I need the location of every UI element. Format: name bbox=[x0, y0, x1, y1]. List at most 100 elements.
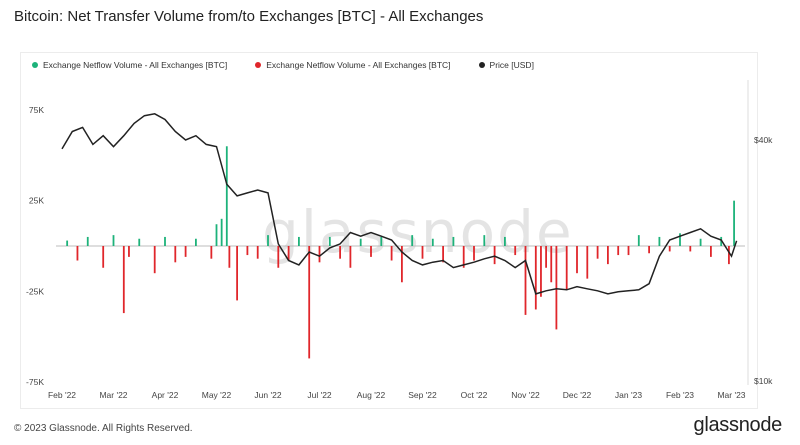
netflow-bar bbox=[122, 246, 125, 314]
copyright-text: © 2023 Glassnode. All Rights Reserved. bbox=[14, 423, 193, 434]
y-tick-label: 25K bbox=[29, 196, 44, 206]
netflow-bar bbox=[504, 236, 506, 246]
netflow-bar bbox=[493, 246, 496, 265]
x-tick-label: Oct '22 bbox=[461, 390, 488, 400]
netflow-bar bbox=[648, 246, 650, 254]
netflow-bar bbox=[473, 246, 475, 261]
netflow-bar bbox=[370, 246, 372, 257]
netflow-bar bbox=[298, 236, 300, 246]
x-tick-label: Aug '22 bbox=[357, 390, 386, 400]
netflow-bar bbox=[339, 246, 341, 259]
legend-swatch-inflow bbox=[32, 62, 38, 68]
glassnode-logo: glassnode bbox=[693, 414, 783, 436]
netflow-bar bbox=[102, 246, 105, 268]
netflow-bar bbox=[576, 246, 578, 274]
netflow-bar bbox=[421, 246, 424, 259]
netflow-bar bbox=[308, 246, 311, 359]
netflow-bar bbox=[658, 236, 661, 246]
netflow-bar bbox=[225, 146, 228, 246]
netflow-bar bbox=[328, 236, 331, 246]
netflow-bar bbox=[550, 246, 553, 283]
legend-label-inflow: Exchange Netflow Volume - All Exchanges … bbox=[43, 60, 228, 70]
x-tick-label: Jun '22 bbox=[254, 390, 281, 400]
x-tick-label: Mar '23 bbox=[717, 390, 745, 400]
legend: Exchange Netflow Volume - All Exchanges … bbox=[32, 60, 534, 70]
netflow-bar bbox=[66, 240, 69, 246]
legend-swatch-outflow bbox=[255, 62, 262, 68]
netflow-bar bbox=[349, 246, 352, 268]
x-tick-label: Feb '22 bbox=[48, 390, 76, 400]
netflow-bar bbox=[565, 246, 568, 290]
netflow-bar bbox=[359, 238, 362, 246]
netflow-bar bbox=[524, 246, 527, 315]
x-tick-label: Jul '22 bbox=[307, 390, 332, 400]
netflow-bar bbox=[483, 235, 486, 246]
netflow-bar bbox=[733, 200, 735, 246]
netflow-bar bbox=[112, 235, 115, 246]
netflow-bar bbox=[86, 236, 89, 246]
netflow-bar bbox=[596, 246, 599, 259]
netflow-bar bbox=[720, 236, 723, 246]
netflow-bar bbox=[380, 236, 383, 246]
netflow-bar bbox=[128, 246, 130, 257]
legend-swatch-price bbox=[478, 62, 485, 68]
netflow-bar bbox=[668, 246, 671, 252]
netflow-bar bbox=[689, 246, 692, 252]
price-tick-label: $10k bbox=[754, 376, 773, 386]
netflow-bar bbox=[699, 238, 702, 246]
netflow-bar bbox=[442, 246, 444, 263]
netflow-bar bbox=[431, 238, 434, 246]
price-tick-label: $40k bbox=[754, 135, 773, 145]
netflow-bar bbox=[228, 246, 231, 268]
netflow-bar bbox=[637, 235, 640, 246]
netflow-bar bbox=[514, 246, 517, 256]
netflow-bar bbox=[164, 236, 166, 246]
netflow-bar bbox=[679, 233, 681, 246]
y-tick-label: 75K bbox=[29, 105, 44, 115]
y-tick-label: -75K bbox=[26, 377, 44, 387]
netflow-bar bbox=[534, 246, 537, 310]
chart-title: Bitcoin: Net Transfer Volume from/to Exc… bbox=[14, 8, 484, 25]
x-tick-label: Nov '22 bbox=[511, 390, 540, 400]
legend-label-outflow: Exchange Netflow Volume - All Exchanges … bbox=[266, 60, 451, 70]
netflow-bar bbox=[76, 246, 79, 261]
netflow-bar bbox=[256, 246, 259, 259]
netflow-bar bbox=[246, 246, 249, 256]
x-tick-label: Feb '23 bbox=[666, 390, 694, 400]
netflow-bar bbox=[138, 238, 141, 246]
netflow-bar bbox=[267, 235, 269, 246]
x-tick-label: May '22 bbox=[202, 390, 232, 400]
netflow-bar bbox=[390, 246, 393, 261]
netflow-bar bbox=[210, 246, 213, 259]
legend-item-inflow[interactable]: Exchange Netflow Volume - All Exchanges … bbox=[32, 60, 227, 70]
netflow-bar bbox=[545, 246, 547, 268]
x-tick-label: Jan '23 bbox=[615, 390, 642, 400]
netflow-bar bbox=[401, 246, 403, 283]
price-line bbox=[61, 113, 738, 295]
netflow-bar bbox=[174, 246, 177, 263]
netflow-bar bbox=[215, 224, 218, 246]
netflow-bar bbox=[411, 235, 414, 246]
netflow-bar bbox=[555, 246, 558, 330]
legend-label-price: Price [USD] bbox=[489, 60, 534, 70]
netflow-bar bbox=[277, 246, 280, 268]
netflow-bar bbox=[586, 246, 589, 279]
netflow-bar bbox=[220, 218, 223, 246]
chart-frame bbox=[20, 52, 758, 409]
legend-item-outflow[interactable]: Exchange Netflow Volume - All Exchanges … bbox=[255, 60, 451, 70]
x-tick-label: Apr '22 bbox=[152, 390, 179, 400]
watermark: glassnode bbox=[262, 198, 574, 266]
netflow-bar bbox=[236, 246, 238, 301]
legend-item-price[interactable]: Price [USD] bbox=[478, 60, 534, 70]
x-tick-label: Dec '22 bbox=[563, 390, 592, 400]
netflow-bar bbox=[540, 246, 542, 297]
netflow-bar bbox=[195, 238, 197, 246]
netflow-bar bbox=[287, 246, 290, 261]
x-tick-label: Sep '22 bbox=[408, 390, 437, 400]
netflow-bar bbox=[627, 246, 630, 256]
netflow-bar bbox=[318, 246, 321, 263]
netflow-bar bbox=[728, 246, 730, 265]
netflow-bar bbox=[462, 246, 465, 268]
x-tick-label: Mar '22 bbox=[99, 390, 127, 400]
